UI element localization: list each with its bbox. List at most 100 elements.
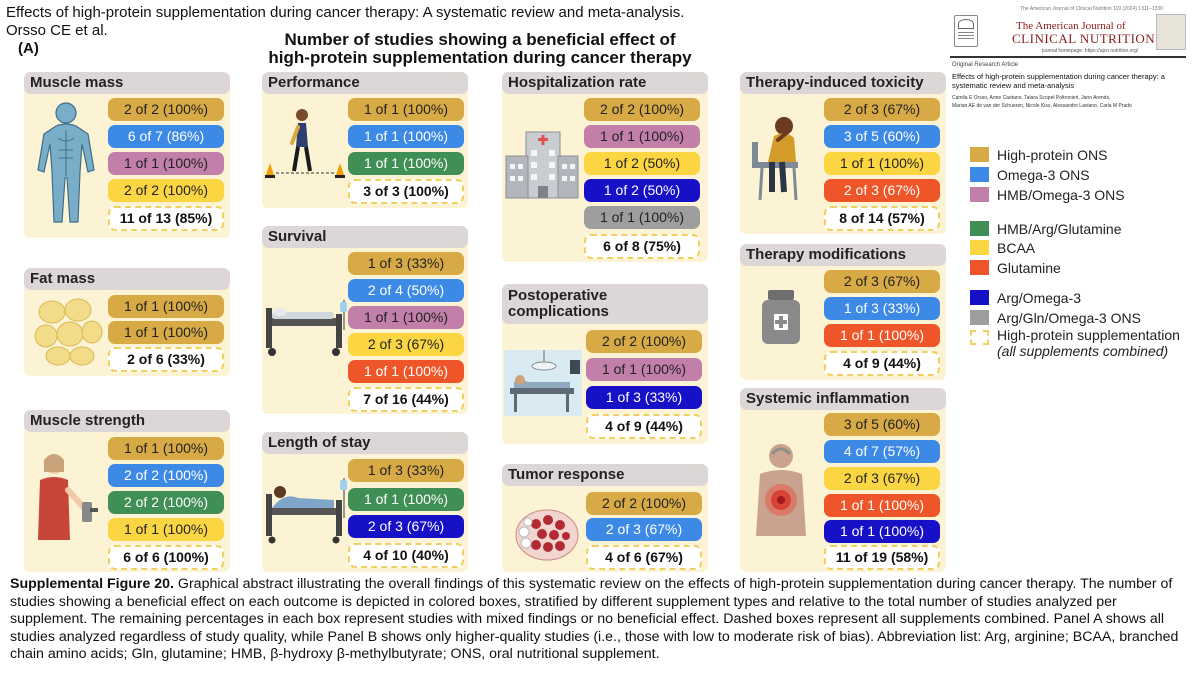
performance-total: 3 of 3 (100%) (348, 179, 464, 204)
hospitalization-box-4: 1 of 1 (100%) (584, 206, 700, 229)
journal-logo (954, 15, 978, 47)
legend-label-1: Omega-3 ONS (997, 167, 1090, 183)
legend-swatch-3 (970, 221, 989, 236)
performance-box-1: 1 of 1 (100%) (348, 125, 464, 148)
muscle-strength-box-0: 1 of 1 (100%) (108, 437, 224, 460)
survival-box-2: 1 of 1 (100%) (348, 306, 464, 329)
human-body-icon (37, 102, 95, 223)
performance-box-0: 1 of 1 (100%) (348, 98, 464, 121)
legend-swatch-dashed (970, 330, 989, 345)
survival-box-3: 2 of 3 (67%) (348, 333, 464, 356)
toxicity-box-2: 1 of 1 (100%) (824, 152, 940, 175)
journal-top-line: The American Journal of Clinical Nutriti… (1020, 6, 1163, 12)
muscle-strength-box-3: 1 of 1 (100%) (108, 518, 224, 541)
hospitalization-box-1: 1 of 1 (100%) (584, 125, 700, 148)
muscle-mass-total: 11 of 13 (85%) (108, 206, 224, 231)
legend-label-4: BCAA (997, 240, 1036, 256)
figure-caption: Supplemental Figure 20. Graphical abstra… (10, 576, 1195, 664)
inflammation-total: 11 of 19 (58%) (824, 545, 940, 570)
panel-title-hospitalization: Hospitalization rate (502, 72, 708, 94)
panel-title-length-of-stay: Length of stay (262, 432, 468, 454)
legend-swatch-4 (970, 240, 989, 255)
length-of-stay-box-1: 1 of 1 (100%) (348, 488, 464, 511)
fat-mass-total: 2 of 6 (33%) (108, 347, 224, 372)
hospitalization-box-3: 1 of 2 (50%) (584, 179, 700, 202)
survival-box-4: 1 of 1 (100%) (348, 360, 464, 383)
legend-label-6: Arg/Omega-3 (997, 290, 1082, 306)
survival-box-0: 1 of 3 (33%) (348, 252, 464, 275)
muscle-mass-box-2: 1 of 1 (100%) (108, 152, 224, 175)
panel-title-muscle-mass: Muscle mass (24, 72, 230, 94)
postoperative-box-2: 1 of 3 (33%) (586, 386, 702, 409)
fat-mass-box-1: 1 of 1 (100%) (108, 321, 224, 344)
postoperative-title-line1: Postoperative (508, 287, 608, 304)
survival-box-1: 2 of 4 (50%) (348, 279, 464, 302)
inflammation-box-3: 1 of 1 (100%) (824, 494, 940, 517)
legend-label-2: HMB/Omega-3 ONS (997, 187, 1125, 203)
journal-authors-line2: Marian AE de van der Schueren, Nicole Ki… (952, 103, 1132, 109)
legend-swatch-7 (970, 310, 989, 325)
legend-label-0: High-protein ONS (997, 147, 1108, 163)
muscle-mass-box-3: 2 of 2 (100%) (108, 179, 224, 202)
fat-mass-box-0: 1 of 1 (100%) (108, 295, 224, 318)
toxicity-box-0: 2 of 3 (67%) (824, 98, 940, 121)
legend-dashed-line1: High-protein supplementation (997, 327, 1180, 343)
legend-dashed-line2: (all supplements combined) (997, 343, 1169, 359)
inflammation-box-0: 3 of 5 (60%) (824, 413, 940, 436)
walking-test-icon (265, 109, 345, 178)
journal-authors-line1: Camila E Orsso, Anne Caetano, Taiara Sco… (952, 95, 1111, 101)
journal-article-title: Effects of high-protein supplementation … (952, 72, 1165, 90)
journal-name-line2: CLINICAL NUTRITION (1012, 31, 1156, 46)
muscle-mass-box-1: 6 of 7 (86%) (108, 125, 224, 148)
postoperative-box-1: 1 of 1 (100%) (586, 358, 702, 381)
panel-title-therapy-mod: Therapy modifications (740, 244, 946, 266)
muscle-strength-total: 6 of 6 (100%) (108, 545, 224, 570)
legend-swatch-5 (970, 260, 989, 275)
tumor-response-total: 4 of 6 (67%) (586, 545, 702, 570)
hospital-building-icon (505, 131, 579, 199)
therapy-mod-total: 4 of 9 (44%) (824, 351, 940, 376)
sick-patient-icon (752, 117, 798, 201)
panel-title-toxicity: Therapy-induced toxicity (740, 72, 946, 94)
legend-label-3: HMB/Arg/Glutamine (997, 221, 1122, 237)
postoperative-total: 4 of 9 (44%) (586, 414, 702, 439)
handgrip-test-icon (38, 454, 98, 540)
toxicity-box-3: 2 of 3 (67%) (824, 179, 940, 202)
postoperative-box-0: 2 of 2 (100%) (586, 330, 702, 353)
muscle-strength-box-2: 2 of 2 (100%) (108, 491, 224, 514)
figure-title: Number of studies showing a beneficial e… (230, 31, 730, 67)
legend-swatch-6 (970, 290, 989, 305)
journal-thumb-box (1156, 14, 1186, 50)
medicine-bottle-icon (762, 290, 800, 344)
header-authors: Orsso CE et al. (6, 22, 108, 39)
caption-label: Supplemental Figure 20. (10, 576, 174, 592)
panel-title-postoperative: Postoperative complications (502, 284, 708, 324)
therapy-mod-box-0: 2 of 3 (67%) (824, 270, 940, 293)
panel-title-fat-mass: Fat mass (24, 268, 230, 290)
tumor-response-box-0: 2 of 2 (100%) (586, 492, 702, 515)
operating-room-icon (504, 350, 582, 416)
inflammation-box-2: 2 of 3 (67%) (824, 467, 940, 490)
hospital-bed-icon (266, 300, 347, 356)
toxicity-box-1: 3 of 5 (60%) (824, 125, 940, 148)
performance-box-2: 1 of 1 (100%) (348, 152, 464, 175)
patient-bed-icon (266, 478, 347, 544)
toxicity-total: 8 of 14 (57%) (824, 206, 940, 231)
muscle-strength-box-1: 2 of 2 (100%) (108, 464, 224, 487)
legend-swatch-2 (970, 187, 989, 202)
panel-title-survival: Survival (262, 226, 468, 248)
hospitalization-total: 6 of 8 (75%) (584, 234, 700, 259)
legend-label-5: Glutamine (997, 260, 1061, 276)
panel-title-muscle-strength: Muscle strength (24, 410, 230, 432)
inflammation-box-4: 1 of 1 (100%) (824, 520, 940, 543)
length-of-stay-box-0: 1 of 3 (33%) (348, 459, 464, 482)
therapy-mod-box-1: 1 of 3 (33%) (824, 297, 940, 320)
legend-swatch-0 (970, 147, 989, 162)
hospitalization-box-0: 2 of 2 (100%) (584, 98, 700, 121)
panel-title-performance: Performance (262, 72, 468, 94)
inflammation-box-1: 4 of 7 (57%) (824, 440, 940, 463)
survival-total: 7 of 16 (44%) (348, 387, 464, 412)
figure-title-line1: Number of studies showing a beneficial e… (284, 30, 676, 49)
therapy-mod-box-2: 1 of 1 (100%) (824, 324, 940, 347)
journal-thumbnail: The American Journal of Clinical Nutriti… (950, 6, 1190, 126)
